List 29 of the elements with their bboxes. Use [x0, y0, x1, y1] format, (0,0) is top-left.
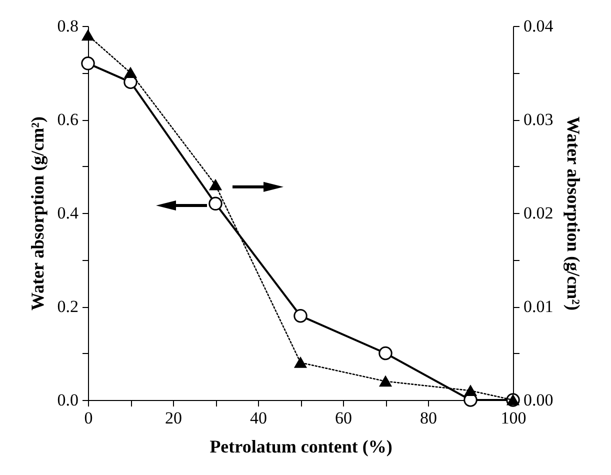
x-tick-label: 80	[420, 408, 437, 428]
point	[294, 357, 306, 368]
y-tick-label: 0.6	[57, 110, 78, 129]
y-axis-title: Water absorption (g/cm²)	[27, 116, 48, 311]
point	[378, 346, 392, 360]
x-axis-title: Petrolatum content (%)	[210, 436, 392, 456]
y-tick-label: 0.8	[57, 16, 78, 36]
point	[464, 385, 476, 396]
x-tick-label: 40	[250, 408, 267, 428]
y-tick-label: 0.0	[57, 390, 78, 410]
y2-tick-label: 0.01	[524, 297, 554, 316]
point	[380, 376, 392, 387]
point	[294, 308, 308, 323]
x-tick-label: 100	[500, 408, 526, 428]
y2-tick-label: 0.00	[524, 390, 554, 410]
x-tick-label: 20	[165, 408, 182, 428]
y2-tick-label: 0.04	[524, 16, 554, 36]
y2-tick-label: 0.03	[524, 110, 554, 129]
point	[210, 180, 222, 190]
y2-axis-title: Water absorption (g/cm²)	[563, 116, 584, 311]
point	[124, 67, 136, 78]
point	[208, 196, 222, 211]
y-tick-label: 0.4	[57, 204, 79, 222]
point	[82, 30, 94, 41]
x-tick-label: 0	[84, 408, 93, 428]
y-tick-label: 0.2	[57, 297, 78, 316]
point	[81, 56, 95, 70]
x-tick-label: 60	[335, 408, 352, 428]
y2-tick-label: 0.02	[524, 204, 554, 222]
